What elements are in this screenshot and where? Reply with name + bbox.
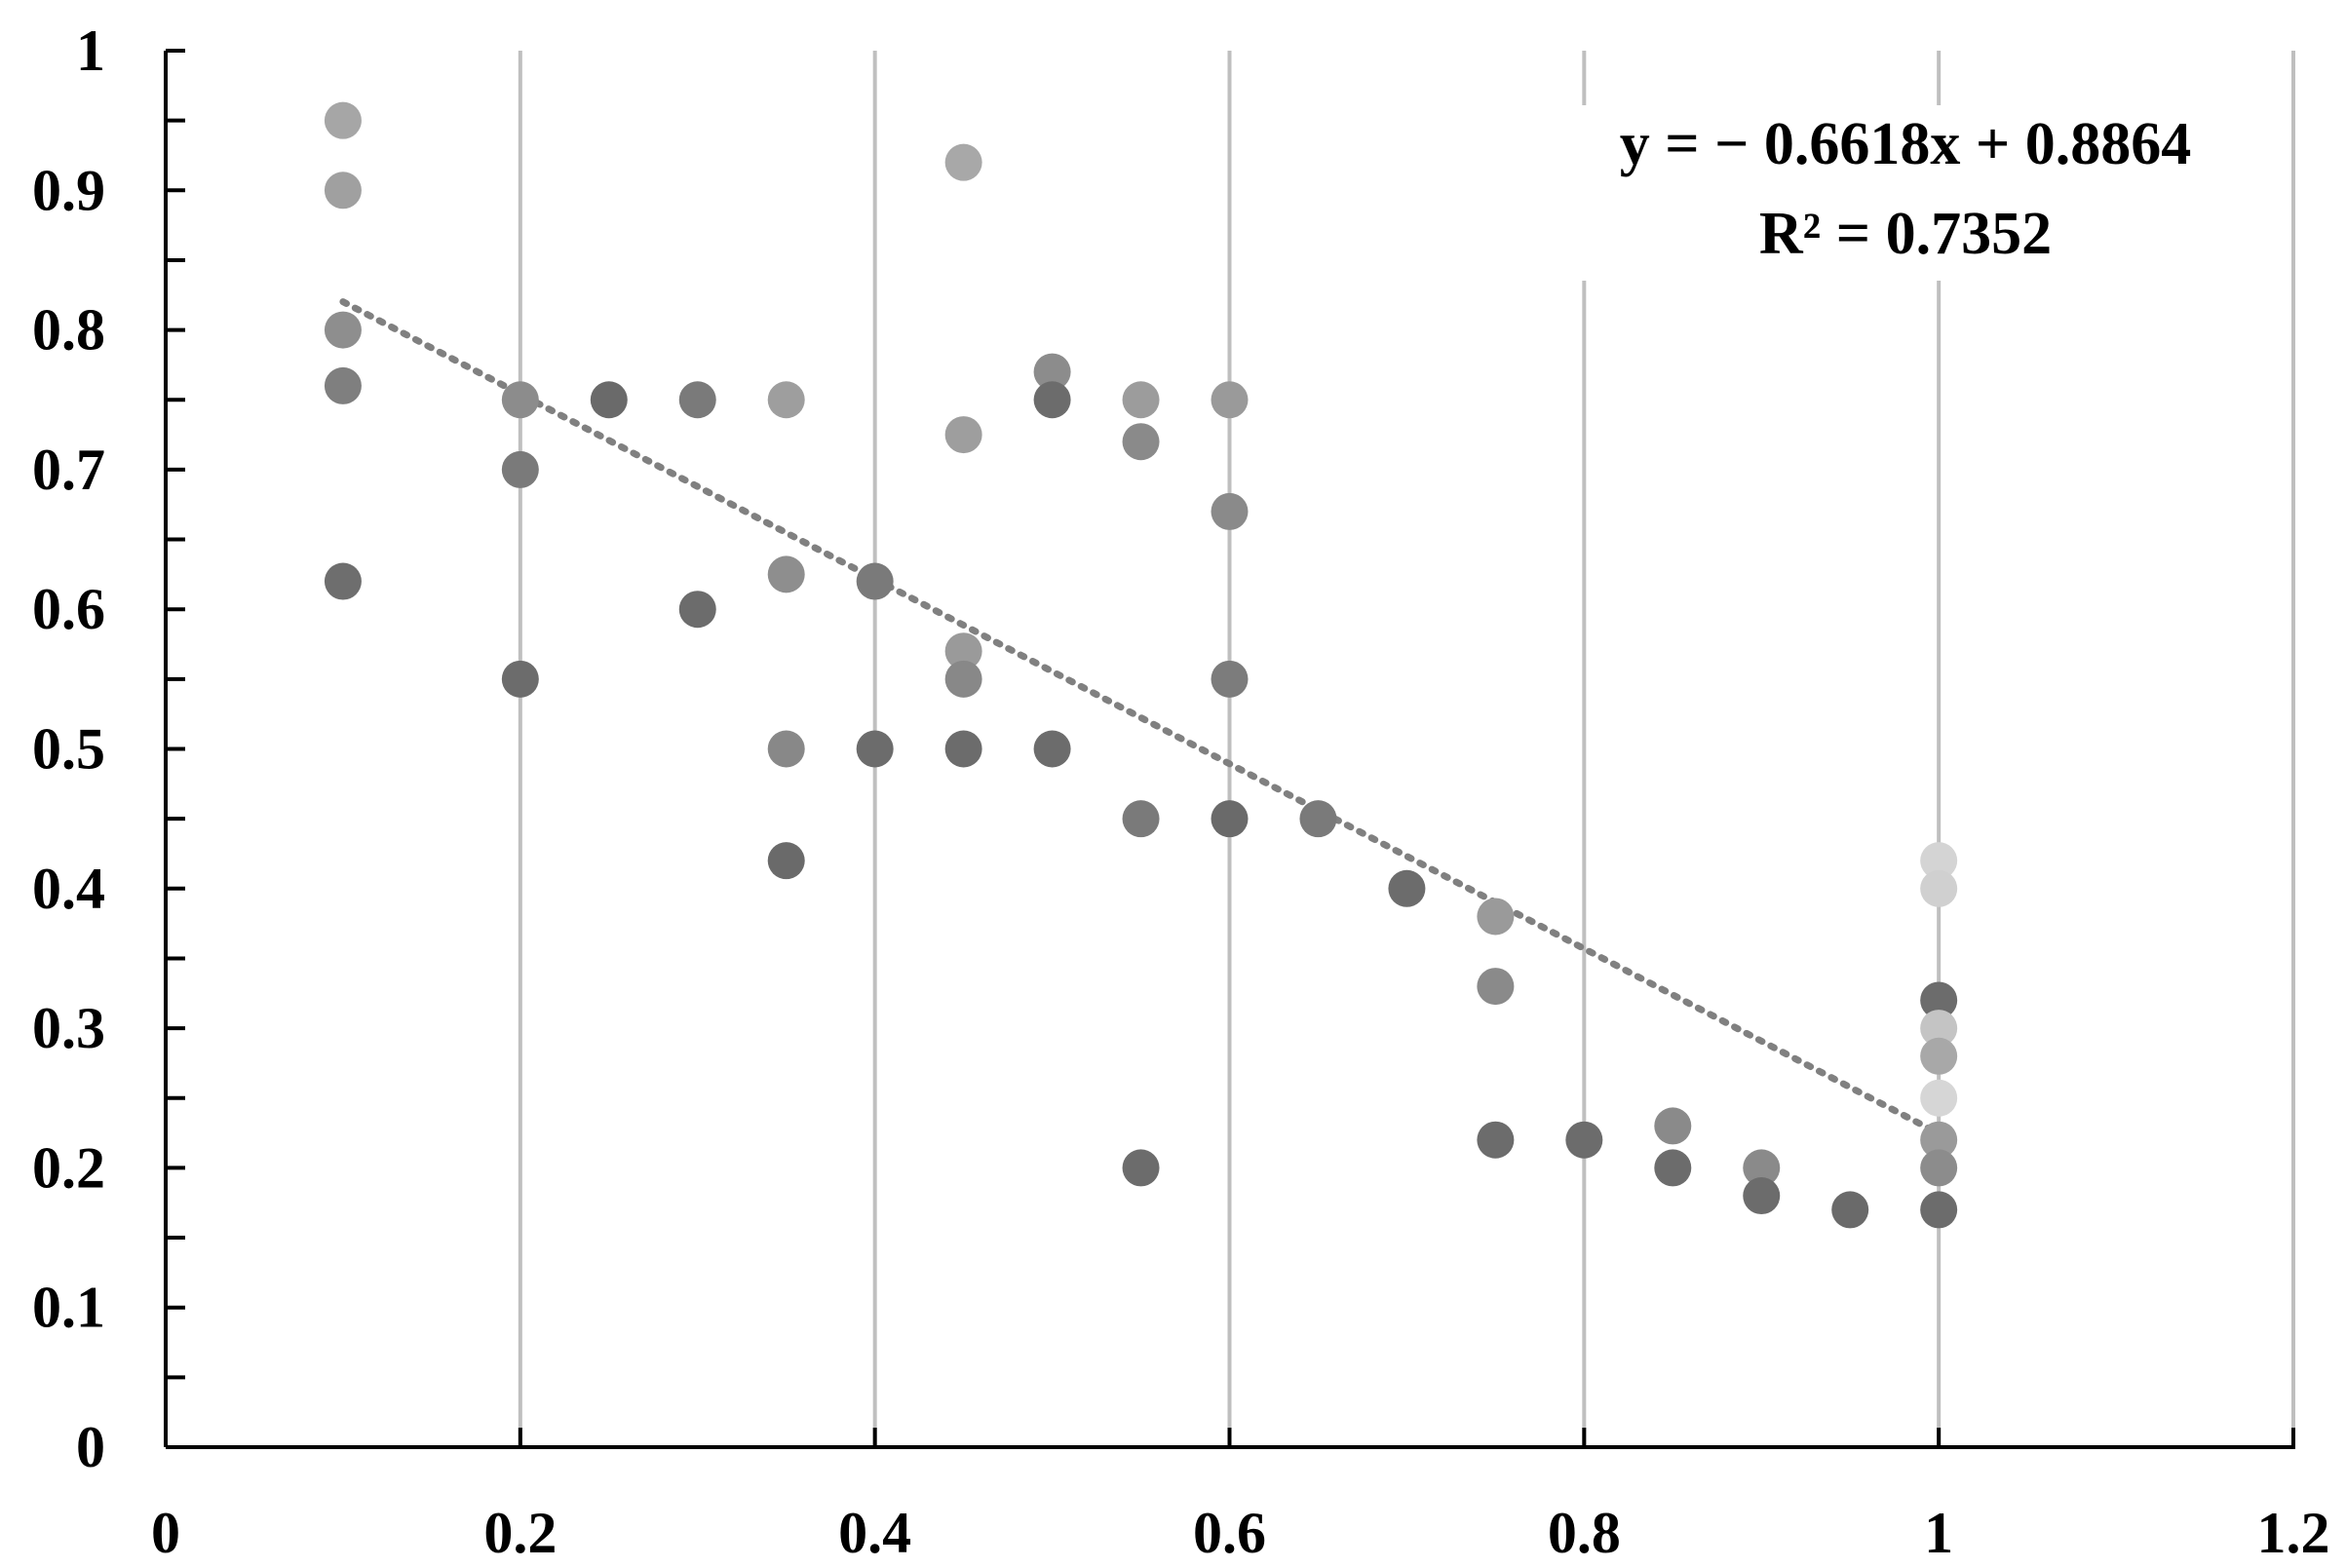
y-tick-label: 0.6: [32, 577, 105, 641]
data-point: [1831, 1191, 1869, 1229]
data-point: [1920, 1079, 1958, 1117]
data-point: [767, 381, 805, 419]
y-tick-label: 0.1: [32, 1276, 105, 1340]
y-tick-label: 0.4: [32, 857, 105, 921]
equation-annotation: y = − 0.6618x + 0.8864 R² = 0.7352: [1555, 105, 2256, 281]
data-point: [1920, 981, 1958, 1019]
x-tick-label: 1: [1924, 1501, 1953, 1565]
data-point: [1743, 1177, 1781, 1215]
data-point: [1033, 353, 1071, 391]
data-point: [1299, 800, 1337, 838]
data-point: [767, 730, 805, 768]
data-point: [944, 632, 982, 670]
x-tick-label: 0.6: [1193, 1501, 1266, 1565]
x-tick-label: 0.8: [1548, 1501, 1621, 1565]
x-tick-label: 0.4: [838, 1501, 911, 1565]
data-point: [501, 660, 539, 698]
data-point: [590, 381, 628, 419]
trendline-equation: y = − 0.6618x + 0.8864: [1620, 111, 2192, 177]
data-point: [1122, 1149, 1160, 1187]
data-point: [1122, 423, 1160, 461]
data-point: [1211, 800, 1249, 838]
y-tick-label: 0.8: [32, 298, 105, 363]
x-tick-label: 0.2: [483, 1501, 557, 1565]
data-point: [944, 143, 982, 181]
y-tick-label: 0.3: [32, 996, 105, 1060]
data-point: [1920, 1121, 1958, 1159]
tick-labels: 0 0.1 0.2 0.3 0.4 0.5 0.6 0.7 0.8 0.9 1 0 0.2 0.4 0.6 0…: [32, 19, 2330, 1565]
data-point: [1565, 1121, 1603, 1159]
data-point: [1920, 1010, 1958, 1048]
data-point: [767, 842, 805, 880]
y-tick-label: 0: [76, 1415, 105, 1479]
data-point: [1477, 898, 1515, 936]
x-tick-label: 1.2: [2257, 1501, 2330, 1565]
x-tick-label: 0: [151, 1501, 180, 1565]
data-point: [501, 381, 539, 419]
data-point: [1920, 842, 1958, 880]
y-tick-label: 1: [76, 19, 105, 83]
data-point: [856, 730, 894, 768]
data-point: [1743, 1149, 1781, 1187]
data-point: [324, 562, 362, 600]
data-point: [1477, 968, 1515, 1006]
data-point: [1477, 1121, 1515, 1159]
trendline-layer: [339, 298, 1942, 1137]
data-point: [1033, 730, 1071, 768]
data-point: [1122, 381, 1160, 419]
data-point: [1920, 1191, 1958, 1229]
data-point: [1920, 1149, 1958, 1187]
data-point: [1388, 869, 1426, 907]
r-squared-label: R² = 0.7352: [1759, 201, 2052, 267]
data-point: [1654, 1149, 1692, 1187]
data-point: [678, 591, 716, 629]
axes: [164, 49, 2295, 1449]
data-point: [324, 366, 362, 404]
y-tick-label: 0.2: [32, 1135, 105, 1200]
data-point: [944, 730, 982, 768]
data-point: [944, 416, 982, 454]
data-point: [856, 562, 894, 600]
y-tick-label: 0.7: [32, 438, 105, 502]
data-point: [324, 311, 362, 349]
data-point: [324, 172, 362, 210]
trendline: [339, 298, 1942, 1137]
data-point: [1211, 660, 1249, 698]
data-point: [944, 660, 982, 698]
data-point: [1654, 1107, 1692, 1145]
data-point: [501, 450, 539, 488]
y-tick-label: 0.9: [32, 158, 105, 222]
data-point: [1920, 869, 1958, 907]
data-point: [1122, 800, 1160, 838]
grid-lines: [518, 51, 2295, 1447]
data-point: [678, 381, 716, 419]
data-points: [324, 101, 1958, 1229]
data-point: [767, 555, 805, 593]
y-tick-label: 0.5: [32, 717, 105, 782]
data-point: [1920, 1037, 1958, 1075]
data-point: [324, 101, 362, 139]
data-point: [1033, 381, 1071, 419]
data-point: [1211, 492, 1249, 530]
equation-background: [1555, 105, 2256, 281]
data-point: [1211, 381, 1249, 419]
